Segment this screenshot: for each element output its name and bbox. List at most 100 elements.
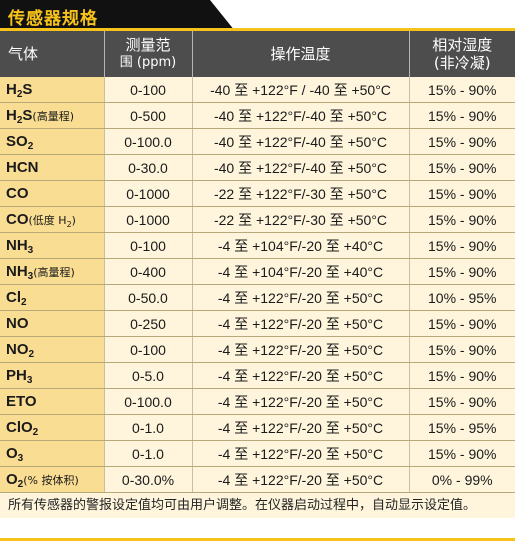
humidity-cell: 15% - 90% — [409, 206, 515, 233]
range-cell: 0-1000 — [104, 206, 193, 233]
temp-cell: -22 至 +122°F/-30 至 +50°C — [192, 180, 410, 207]
temp-cell: -4 至 +122°F/-20 至 +50°C — [192, 388, 410, 415]
range-cell: 0-100.0 — [104, 388, 193, 415]
humidity-cell: 15% - 90% — [409, 102, 515, 129]
gas-name: NH — [6, 263, 28, 280]
gas-name: NH — [6, 237, 28, 254]
temp-cell: -4 至 +122°F/-20 至 +50°C — [192, 336, 410, 363]
gas-cell: SO2 — [0, 128, 105, 155]
gas-cell: Cl2 — [0, 284, 105, 311]
gas-name: PH — [6, 367, 27, 384]
table-row: PH3 0-5.0 -4 至 +122°F/-20 至 +50°C 15% - 90% — [0, 362, 515, 389]
range-cell: 0-100 — [104, 232, 193, 259]
table-row: SO2 0-100.0 -40 至 +122°F/-40 至 +50°C 15% - … — [0, 128, 515, 155]
temp-cell: -4 至 +122°F/-20 至 +50°C — [192, 440, 410, 467]
gas-cell: NH3 — [0, 232, 105, 259]
humidity-cell: 15% - 90% — [409, 128, 515, 155]
table-row: HCN 0-30.0 -40 至 +122°F/-40 至 +50°C 15% - 9… — [0, 154, 515, 181]
accent-line — [0, 28, 515, 31]
gas-cell: PH3 — [0, 362, 105, 389]
humidity-cell: 10% - 95% — [409, 284, 515, 311]
humidity-cell: 15% - 90% — [409, 258, 515, 285]
gas-cell: CO(低度 H2) — [0, 206, 105, 233]
footnote: 所有传感器的警报设定值均可由用户调整。在仪器启动过程中，自动显示设定值。 — [0, 492, 515, 518]
temp-cell: -40 至 +122°F/-40 至 +50°C — [192, 128, 410, 155]
gas-name: SO — [6, 133, 28, 150]
gas-subscript: 3 — [26, 375, 33, 386]
gas-subscript: 2 — [16, 89, 23, 100]
page-title: 传感器规格 — [8, 9, 98, 29]
gas-name: O — [6, 445, 18, 462]
table-row: O2(% 按体积) 0-30.0% -4 至 +122°F/-20 至 +50°C 0… — [0, 466, 515, 493]
range-cell: 0-1000 — [104, 180, 193, 207]
gas-subscript: 3 — [27, 245, 34, 256]
table-row: CO(低度 H2) 0-1000 -22 至 +122°F/-30 至 +50°C 1… — [0, 206, 515, 233]
table-row: O3 0-1.0 -4 至 +122°F/-20 至 +50°C 15% - 90% — [0, 440, 515, 467]
humidity-cell: 15% - 90% — [409, 154, 515, 181]
humidity-cell: 15% - 90% — [409, 362, 515, 389]
table-row: ClO2 0-1.0 -4 至 +122°F/-20 至 +50°C 15% - 95… — [0, 414, 515, 441]
temp-cell: -4 至 +104°F/-20 至 +40°C — [192, 258, 410, 285]
range-cell: 0-1.0 — [104, 440, 193, 467]
gas-cell: ETO — [0, 388, 105, 415]
gas-subscript: 3 — [17, 453, 24, 464]
humidity-cell: 15% - 90% — [409, 232, 515, 259]
gas-name: Cl — [6, 289, 21, 306]
gas-note-text: (高量程) — [32, 110, 75, 123]
gas-note-tail: ) — [71, 214, 76, 227]
temp-cell: -4 至 +122°F/-20 至 +50°C — [192, 284, 410, 311]
gas-name: O — [6, 471, 18, 488]
gas-cell: O2(% 按体积) — [0, 466, 105, 493]
temp-cell: -4 至 +104°F/-20 至 +40°C — [192, 232, 410, 259]
gas-name: ClO — [6, 419, 33, 436]
gas-note: (% 按体积) — [23, 474, 79, 487]
gas-cell: O3 — [0, 440, 105, 467]
humidity-cell: 15% - 90% — [409, 440, 515, 467]
table-row: NO 0-250 -4 至 +122°F/-20 至 +50°C 15% - 90% — [0, 310, 515, 337]
gas-subscript: 2 — [16, 115, 23, 126]
header-humidity: 相对湿度 (非冷凝) — [409, 31, 515, 77]
humidity-cell: 15% - 90% — [409, 336, 515, 363]
gas-note-subscript: 2 — [66, 220, 72, 229]
header-humidity-line2: (非冷凝) — [433, 54, 491, 72]
humidity-cell: 0% - 99% — [409, 466, 515, 493]
humidity-cell: 15% - 90% — [409, 77, 515, 103]
gas-subscript: 2 — [32, 427, 39, 438]
header-humidity-line1: 相对湿度 — [432, 36, 493, 54]
temp-cell: -4 至 +122°F/-20 至 +50°C — [192, 362, 410, 389]
footnote-row: 所有传感器的警报设定值均可由用户调整。在仪器启动过程中，自动显示设定值。 — [0, 492, 515, 518]
table-row: ETO 0-100.0 -4 至 +122°F/-20 至 +50°C 15% - 9… — [0, 388, 515, 415]
gas-cell: HCN — [0, 154, 105, 181]
humidity-cell: 15% - 95% — [409, 414, 515, 441]
gas-note-text: (低度 H — [28, 214, 67, 227]
gas-name-tail: S — [22, 107, 33, 124]
title-banner: 传感器规格 — [0, 0, 515, 31]
gas-note: (高量程) — [33, 266, 75, 279]
range-cell: 0-100.0 — [104, 128, 193, 155]
table-header-row: 气体 测量范 围 (ppm) 操作温度 相对湿度 (非冷凝) — [0, 31, 515, 77]
gas-name: CO — [6, 185, 29, 202]
gas-note: (低度 H2) — [28, 214, 76, 229]
temp-cell: -40 至 +122°F/-40 至 +50°C — [192, 102, 410, 129]
temp-cell: -22 至 +122°F/-30 至 +50°C — [192, 206, 410, 233]
gas-name: H — [6, 107, 17, 124]
range-cell: 0-500 — [104, 102, 193, 129]
gas-name: NO — [6, 315, 29, 332]
range-cell: 0-1.0 — [104, 414, 193, 441]
gas-note-text: (% 按体积) — [23, 474, 79, 487]
table-row: NH3 0-100 -4 至 +104°F/-20 至 +40°C 15% - 90% — [0, 232, 515, 259]
table-row: CO 0-1000 -22 至 +122°F/-30 至 +50°C 15% - 90… — [0, 180, 515, 207]
range-cell: 0-5.0 — [104, 362, 193, 389]
gas-subscript: 2 — [17, 479, 24, 490]
gas-cell: NH3(高量程) — [0, 258, 105, 285]
gas-name: HCN — [6, 159, 39, 176]
humidity-cell: 15% - 90% — [409, 388, 515, 415]
gas-cell: CO — [0, 180, 105, 207]
gas-subscript: 3 — [27, 271, 34, 282]
humidity-cell: 15% - 90% — [409, 310, 515, 337]
range-cell: 0-250 — [104, 310, 193, 337]
range-cell: 0-100 — [104, 336, 193, 363]
table-body: H2S 0-100 -40 至 +122°F / -40 至 +50°C 15% - … — [0, 77, 515, 493]
sensor-spec-table: 气体 测量范 围 (ppm) 操作温度 相对湿度 (非冷凝) H2S 0-100-… — [0, 31, 515, 518]
gas-subscript: 2 — [21, 297, 27, 308]
